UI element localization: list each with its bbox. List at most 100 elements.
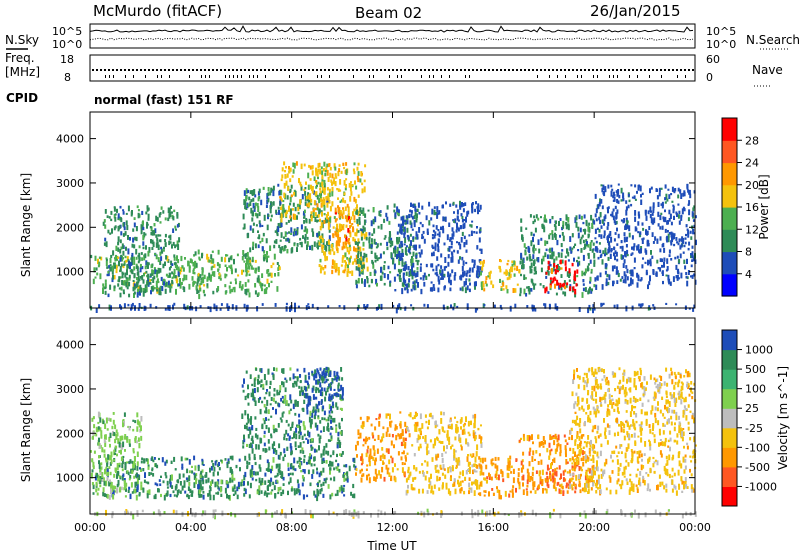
heatmap-cell — [262, 284, 264, 286]
heatmap-cell — [453, 250, 455, 253]
heatmap-cell — [324, 381, 326, 383]
heatmap-cell — [261, 401, 263, 404]
heatmap-cell — [559, 235, 561, 238]
noise-left-tick-top: 10^5 — [52, 25, 82, 38]
heatmap-cell — [519, 269, 521, 274]
heatmap-cell — [624, 237, 626, 243]
heatmap-cell — [122, 442, 124, 448]
heatmap-cell — [687, 232, 689, 237]
freq-mark — [112, 69, 114, 71]
heatmap-cell — [452, 256, 454, 262]
heatmap-cell — [343, 485, 345, 487]
heatmap-cell — [510, 306, 512, 312]
heatmap-cell — [369, 477, 371, 483]
heatmap-cell — [442, 458, 444, 463]
freq-mark — [420, 69, 422, 71]
heatmap-cell — [465, 262, 467, 264]
heatmap-cell — [285, 176, 287, 179]
heatmap-cell — [595, 285, 597, 290]
heatmap-cell — [297, 377, 299, 380]
heatmap-cell — [691, 254, 693, 258]
heatmap-cell — [422, 224, 424, 227]
heatmap-cell — [464, 236, 466, 239]
heatmap-cell — [235, 268, 237, 272]
heatmap-cell — [403, 278, 405, 282]
heatmap-cell — [311, 228, 313, 232]
heatmap-cell — [423, 231, 425, 234]
freq-mark — [684, 69, 686, 71]
heatmap-cell — [247, 190, 249, 193]
heatmap-cell — [345, 215, 347, 219]
y-tick-label: 4000 — [56, 133, 84, 146]
heatmap-cell — [171, 485, 173, 489]
heatmap-cell — [412, 281, 414, 284]
heatmap-cell — [547, 291, 549, 294]
heatmap-cell — [354, 248, 356, 252]
heatmap-cell — [272, 263, 274, 266]
heatmap-cell — [286, 303, 288, 305]
heatmap-cell — [423, 304, 425, 307]
heatmap-cell — [407, 485, 409, 489]
heatmap-cell — [311, 211, 313, 214]
heatmap-cell — [402, 462, 404, 465]
heatmap-cell — [321, 212, 323, 217]
heatmap-cell — [250, 418, 252, 421]
heatmap-cell — [155, 463, 157, 467]
heatmap-cell — [283, 411, 285, 413]
heatmap-cell — [569, 280, 571, 282]
heatmap-cell — [316, 471, 318, 474]
heatmap-cell — [590, 215, 592, 221]
heatmap-cell — [151, 467, 153, 470]
heatmap-cell — [500, 305, 502, 308]
heatmap-cell — [342, 198, 344, 203]
heatmap-cell — [198, 257, 200, 260]
heatmap-cell — [253, 203, 255, 208]
freq-mark — [428, 69, 430, 71]
heatmap-cell — [603, 303, 605, 305]
heatmap-cell — [118, 276, 120, 282]
nave-mark — [109, 75, 110, 78]
freq-mark — [192, 69, 194, 71]
heatmap-cell — [455, 424, 457, 429]
heatmap-cell — [305, 387, 307, 392]
heatmap-cell — [109, 480, 111, 483]
heatmap-cell — [230, 282, 232, 284]
heatmap-cell — [335, 494, 337, 497]
heatmap-cell — [551, 281, 553, 284]
heatmap-cell — [103, 487, 105, 492]
heatmap-cell — [202, 268, 204, 273]
heatmap-cell — [302, 450, 304, 454]
heatmap-cell — [311, 438, 313, 441]
heatmap-cell — [473, 433, 475, 439]
heatmap-cell — [676, 241, 678, 243]
heatmap-cell — [99, 417, 101, 422]
heatmap-cell — [511, 266, 513, 272]
heatmap-cell — [116, 488, 118, 494]
heatmap-cell — [264, 420, 266, 424]
heatmap-cell — [660, 236, 662, 240]
heatmap-cell — [337, 205, 339, 208]
heatmap-cell — [353, 464, 355, 467]
heatmap-cell — [119, 475, 121, 478]
heatmap-cell — [577, 262, 579, 266]
heatmap-cell — [660, 213, 662, 215]
heatmap-cell — [354, 162, 356, 165]
heatmap-cell — [400, 433, 402, 439]
heatmap-cell — [247, 385, 249, 390]
heatmap-cell — [327, 388, 329, 390]
heatmap-cell — [366, 469, 368, 472]
heatmap-cell — [415, 469, 417, 472]
heatmap-cell — [417, 282, 419, 288]
heatmap-cell — [315, 380, 317, 385]
freq-mark — [688, 69, 690, 71]
nave-mark — [597, 75, 598, 78]
heatmap-cell — [325, 479, 327, 483]
heatmap-cell — [608, 242, 610, 246]
colorbar-swatch — [722, 163, 737, 186]
heatmap-cell — [426, 264, 428, 267]
freq-mark — [180, 69, 182, 71]
heatmap-cell — [513, 477, 515, 483]
heatmap-cell — [140, 264, 142, 268]
nave-mark — [637, 75, 638, 78]
